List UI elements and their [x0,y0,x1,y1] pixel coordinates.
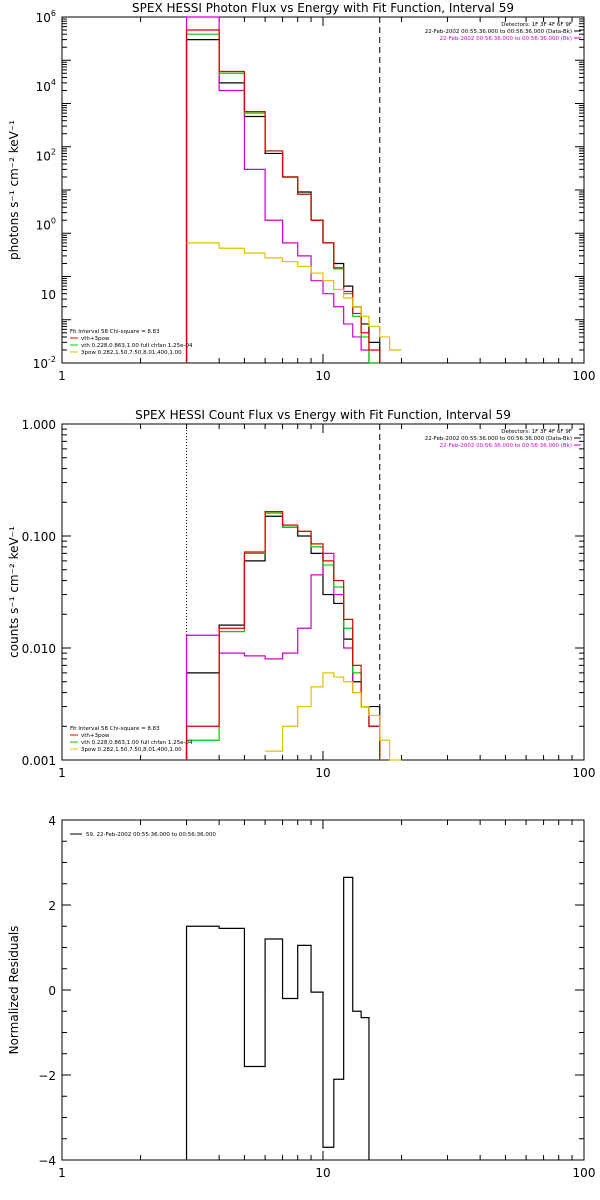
x-tick-label: 100 [573,369,596,383]
y-axis-label: photons s⁻¹ cm⁻² keV⁻¹ [7,120,21,260]
y-axis-label: counts s⁻¹ cm⁻² keV⁻¹ [7,526,21,658]
panel-count-flux: SPEX HESSI Count Flux vs Energy with Fit… [7,408,595,780]
plot-frame [61,16,585,364]
legend-entry: vth+3pow [81,733,110,739]
legend-entry: 3pow 0.282,1.50,7.50,8.01,400,1.00 [81,747,182,753]
series-line-0 [185,515,381,760]
chart-title: SPEX HESSI Count Flux vs Energy with Fit… [135,408,511,422]
header-text: 22-Feb-2002 00:56:36.000 to 00:56:36.000… [440,443,572,449]
x-tick-label: 10 [315,369,330,383]
y-tick-label: −4 [38,1154,56,1168]
series-line-4 [186,242,402,351]
y-tick-label: 2 [48,899,56,913]
y-tick-label: 10-2 [33,355,56,371]
y-tick-label: 10 [41,288,56,302]
header-text: 22-Feb-2002 00:56:36.000 to 00:56:36.000… [440,36,572,42]
y-axis-label: Normalized Residuals [7,926,21,1055]
panel-residuals: 1 10 100 4 2 0 −2 −4 Normalized Residuals 59. 22-… [7,814,595,1180]
y-tick-label: 4 [48,814,56,828]
y-tick-label: −2 [38,1069,56,1083]
x-tick-label: 100 [573,766,596,780]
x-tick-label: 1 [58,1166,66,1180]
series-line-2 [185,512,381,760]
y-tick-label: 0.010 [22,642,56,656]
legend-entry: Fit Interval 58 Chi-square = 8.83 [70,329,160,335]
series-line-2 [185,33,380,364]
legend-entry: Fit Interval 58 Chi-square = 8.83 [70,726,160,732]
series-line-3 [185,511,381,760]
series-line-0 [185,39,381,363]
y-tick-label: 0 [48,984,56,998]
series-line-3 [185,29,381,363]
legend-entry: vth+3pow [81,336,110,342]
header-text: Detectors: 1F 3F 4F 6F 9F [501,22,572,28]
chart-title: SPEX HESSI Photon Flux vs Energy with Fi… [132,1,514,15]
x-tick-label: 1 [58,369,66,383]
x-tick-label: 100 [573,1166,596,1180]
y-tick-label: 0.100 [22,530,56,544]
panel-photon-flux: SPEX HESSI Photon Flux vs Energy with Fi… [7,1,595,383]
y-tick-label: 0.001 [22,754,56,768]
series-line-1 [185,16,380,364]
y-tick-label: 102 [36,147,56,163]
legend-entry: vth 0.228,0.863,1.00 full chfan 1.25e-04 [81,343,193,349]
y-tick-label: 100 [36,217,56,233]
x-tick-label: 1 [58,766,66,780]
legend-entry: 59. 22-Feb-2002 00:55:36.000 to 00:56:36… [86,832,216,838]
y-tick-label: 106 [36,9,56,25]
legend-entry: 3pow 0.282,1.50,7.50,8.01,400,1.00 [81,350,182,356]
header-text: 22-Feb-2002 00:55:36.000 to 00:56:36.000… [425,436,572,442]
header-text: Detectors: 1F 3F 4F 6F 9F [501,429,572,435]
legend-entry: vth 0.228,0.863,1.00 full chfan 1.25e-04 [81,740,193,746]
series-line-4 [265,672,402,761]
series-line-0 [185,876,370,1160]
y-tick-label: 104 [36,78,56,94]
header-text: 22-Feb-2002 00:55:36.000 to 00:56:36.000… [425,29,572,35]
x-tick-label: 10 [315,766,330,780]
x-tick-label: 10 [315,1166,330,1180]
y-tick-label: 1.000 [22,418,56,432]
